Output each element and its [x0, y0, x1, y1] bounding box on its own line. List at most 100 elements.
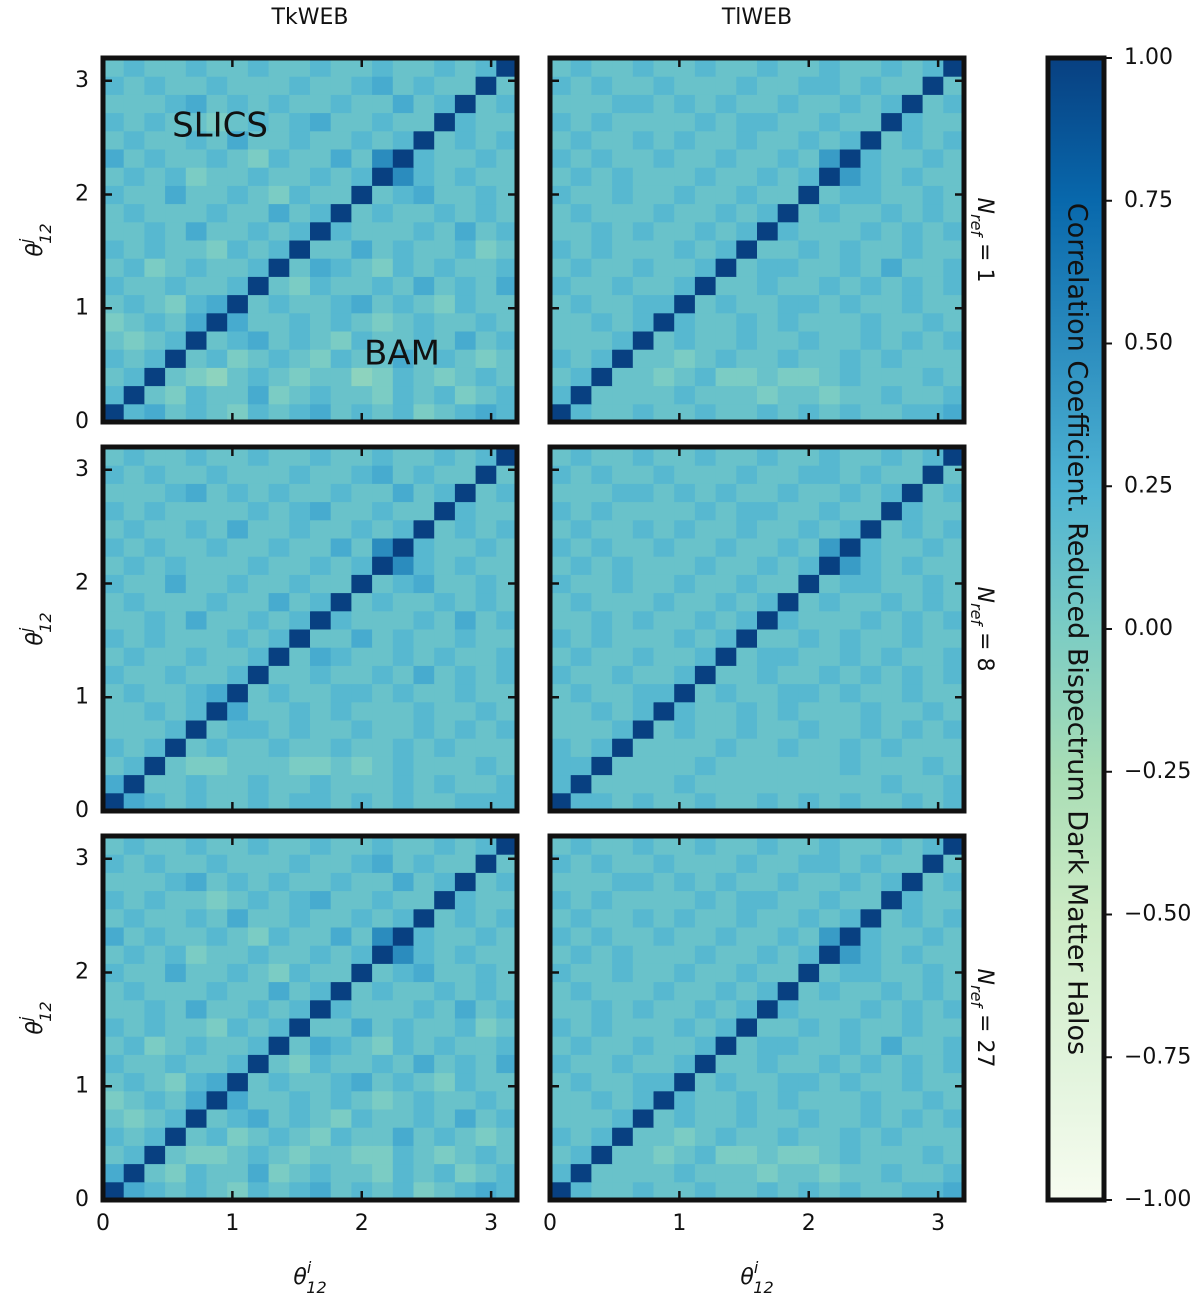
- heatmap-cell: [777, 294, 799, 314]
- heatmap-cell: [757, 1109, 779, 1128]
- heatmap-cell: [227, 1109, 249, 1128]
- heatmap-cell: [943, 240, 965, 259]
- heatmap-cell: [206, 610, 228, 630]
- heatmap-cell: [819, 58, 841, 77]
- heatmap-cell: [330, 465, 352, 484]
- heatmap-cell: [674, 447, 696, 466]
- heatmap-cell: [496, 185, 518, 205]
- heatmap-cell: [653, 519, 675, 539]
- heatmap-cell: [144, 556, 166, 575]
- heatmap-cell: [839, 294, 861, 314]
- heatmap-cell: [392, 629, 414, 648]
- heatmap-cell: [777, 203, 799, 223]
- heatmap-cell: [943, 836, 965, 855]
- heatmap-cell: [165, 167, 187, 186]
- heatmap-cell: [496, 738, 518, 757]
- label-sup: i: [307, 1258, 312, 1277]
- heatmap-cell: [165, 854, 187, 873]
- heatmap-cell: [144, 908, 166, 928]
- heatmap-cell: [777, 854, 799, 873]
- heatmap-cell: [454, 854, 477, 873]
- heatmap-cell: [550, 185, 572, 205]
- heatmap-cell: [881, 331, 903, 350]
- heatmap-cell: [310, 610, 332, 630]
- heatmap-cell: [777, 167, 799, 186]
- heatmap-cell: [777, 774, 799, 794]
- heatmap-cell: [247, 756, 270, 776]
- heatmap-cell: [550, 647, 572, 666]
- heatmap-cell: [632, 240, 654, 259]
- heatmap-cell: [922, 738, 944, 757]
- heatmap-cell: [632, 1163, 654, 1183]
- heatmap-cell: [247, 592, 270, 612]
- heatmap-cell: [330, 610, 352, 630]
- heatmap-cell: [123, 963, 145, 983]
- heatmap-cell: [185, 629, 207, 648]
- heatmap-cell: [247, 312, 270, 332]
- heatmap-cell: [413, 483, 435, 503]
- heatmap-cell: [943, 1072, 965, 1092]
- heatmap-cell: [330, 519, 352, 539]
- heatmap-cell: [798, 945, 820, 964]
- heatmap-cell: [757, 945, 779, 964]
- heatmap-cell: [550, 610, 572, 630]
- heatmap-cell: [715, 1090, 737, 1110]
- heatmap-cell: [206, 836, 228, 855]
- heatmap-cell: [144, 465, 166, 484]
- heatmap-cell: [351, 610, 373, 630]
- heatmap-cell: [901, 185, 924, 205]
- heatmap-cell: [247, 574, 270, 594]
- heatmap-cell: [632, 999, 654, 1019]
- heatmap-cell: [413, 981, 435, 1001]
- heatmap-cell: [922, 312, 944, 332]
- heatmap-cell: [247, 1145, 270, 1165]
- heatmap-cell: [674, 1072, 696, 1092]
- heatmap-cell: [206, 738, 228, 757]
- heatmap-cell: [653, 738, 675, 757]
- heatmap-cell: [413, 331, 435, 350]
- heatmap-cell: [372, 94, 394, 114]
- heatmap-cell: [413, 221, 435, 241]
- heatmap-cell: [591, 1036, 613, 1055]
- heatmap-cell: [165, 403, 187, 423]
- heatmap-cell: [694, 240, 717, 259]
- heatmap-cell: [144, 240, 166, 259]
- heatmap-cell: [550, 1090, 572, 1110]
- heatmap-cell: [454, 1127, 477, 1146]
- heatmap-cell: [570, 738, 592, 757]
- heatmap-cell: [757, 519, 779, 539]
- heatmap-cell: [392, 367, 414, 387]
- heatmap-cell: [475, 872, 497, 892]
- heatmap-cell: [922, 58, 944, 77]
- heatmap-cell: [860, 890, 882, 910]
- heatmap-cell: [777, 890, 799, 910]
- heatmap-cell: [736, 854, 758, 873]
- heatmap-cell: [351, 331, 373, 350]
- heatmap-cell: [144, 367, 166, 387]
- heatmap-cell: [570, 1090, 592, 1110]
- heatmap-cell: [330, 149, 352, 168]
- heatmap-cell: [550, 519, 572, 539]
- heatmap-cell: [144, 112, 166, 132]
- heatmap-cell: [185, 720, 207, 739]
- heatmap-cell: [351, 385, 373, 405]
- heatmap-cell: [496, 501, 518, 521]
- heatmap-cell: [736, 610, 758, 630]
- heatmap-cell: [289, 701, 311, 721]
- heatmap-cell: [901, 592, 924, 612]
- heatmap-cell: [496, 1018, 518, 1037]
- heatmap-cell: [570, 1127, 592, 1146]
- heatmap-cell: [103, 1054, 125, 1074]
- heatmap-cell: [757, 58, 779, 77]
- colorbar-tick-label: 0.25: [1124, 473, 1173, 498]
- heatmap-cell: [922, 774, 944, 794]
- heatmap-cell: [860, 483, 882, 503]
- heatmap-cell: [943, 683, 965, 703]
- heatmap-cell: [612, 58, 634, 77]
- heatmap-cell: [206, 112, 228, 132]
- heatmap-cell: [839, 538, 861, 557]
- heatmap-cell: [653, 1018, 675, 1037]
- heatmap-cell: [922, 1145, 944, 1165]
- heatmap-cell: [819, 240, 841, 259]
- heatmap-cell: [901, 701, 924, 721]
